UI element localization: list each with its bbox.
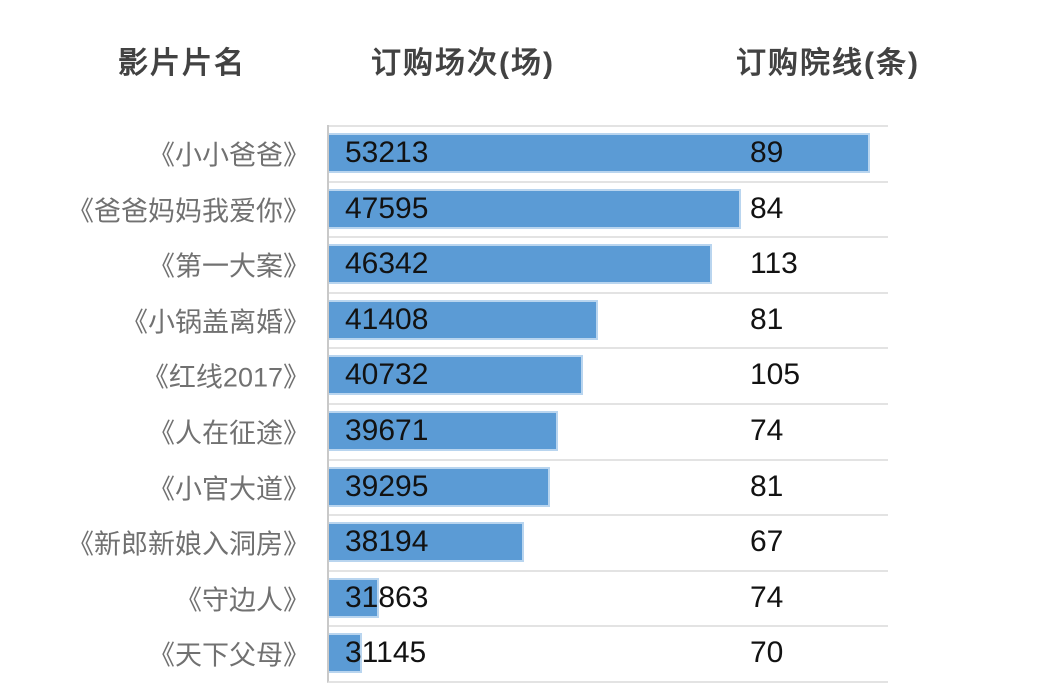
movie-row: 《人在征途》 39671 74 <box>148 402 888 459</box>
movie-title-label: 《天下父母》 <box>148 640 310 671</box>
movie-title-label: 《新郎新娘入洞房》 <box>67 529 310 560</box>
sessions-value: 47595 <box>345 191 429 225</box>
column-header-ordered-sessions: 订购场次(场) <box>371 47 555 80</box>
cinemas-value: 81 <box>750 469 784 503</box>
cinemas-value: 74 <box>750 413 784 447</box>
movie-title-label: 《爸爸妈妈我爱你》 <box>67 196 310 227</box>
sessions-bar <box>329 522 525 563</box>
sessions-value: 38194 <box>345 525 429 559</box>
movie-row: 《小官大道》 39295 81 <box>148 458 888 515</box>
sessions-bar <box>329 355 583 396</box>
cinemas-value: 67 <box>750 525 784 559</box>
cinemas-value: 89 <box>750 136 784 169</box>
column-header-ordered-cinema-lines: 订购院线(条) <box>736 47 920 80</box>
movie-row: 《新郎新娘入洞房》 38194 67 <box>67 514 888 570</box>
sessions-bar <box>329 466 550 507</box>
sessions-value: 40732 <box>345 358 429 392</box>
sessions-bar <box>329 244 712 285</box>
movie-title-label: 《第一大案》 <box>148 251 310 282</box>
cinemas-value: 84 <box>750 191 784 225</box>
movie-title-label: 《小锅盖离婚》 <box>121 307 310 338</box>
sessions-value: 46342 <box>345 247 429 281</box>
sessions-bar <box>329 299 599 340</box>
movie-row: 《小锅盖离婚》 41408 81 <box>121 291 888 348</box>
movie-row: 《爸爸妈妈我爱你》 47595 84 <box>67 180 888 237</box>
sessions-bar <box>329 577 379 618</box>
sessions-value: 39671 <box>345 413 429 447</box>
movie-title-label: 《红线2017》 <box>141 362 310 393</box>
sessions-bar <box>329 410 559 451</box>
sessions-bar <box>329 188 741 229</box>
cinemas-value: 81 <box>750 302 784 336</box>
cinemas-value: 113 <box>750 247 798 281</box>
cinemas-value: 74 <box>750 580 784 614</box>
sessions-value: 39295 <box>345 469 429 503</box>
sessions-bar <box>329 633 363 674</box>
movie-row: 《第一大案》 46342 113 <box>148 236 888 292</box>
movie-row: 《守边人》 31863 74 <box>175 569 888 626</box>
movie-row: 《红线2017》 40732 105 <box>142 347 888 403</box>
sessions-value: 31863 <box>345 580 429 614</box>
sessions-value: 31145 <box>345 636 427 670</box>
sessions-value: 53213 <box>345 136 429 169</box>
bar-chart-plot: 《小小爸爸》 53213 89 《爸爸妈妈我爱你》 47595 84 《第一大案… <box>67 125 888 683</box>
column-header-movie-title: 影片片名 <box>118 47 246 80</box>
movie-row: 《天下父母》 31145 70 <box>148 625 888 681</box>
movie-title-label: 《人在征途》 <box>148 418 310 449</box>
sessions-value: 41408 <box>345 302 429 336</box>
movie-title-label: 《小官大道》 <box>148 474 310 505</box>
movie-title-label: 《守边人》 <box>175 585 310 616</box>
sessions-bar <box>329 133 870 173</box>
cinemas-value: 105 <box>750 358 801 392</box>
movie-title-label: 《小小爸爸》 <box>148 140 310 171</box>
cinemas-value: 70 <box>750 636 784 670</box>
movie-row: 《小小爸爸》 53213 89 <box>148 125 888 181</box>
